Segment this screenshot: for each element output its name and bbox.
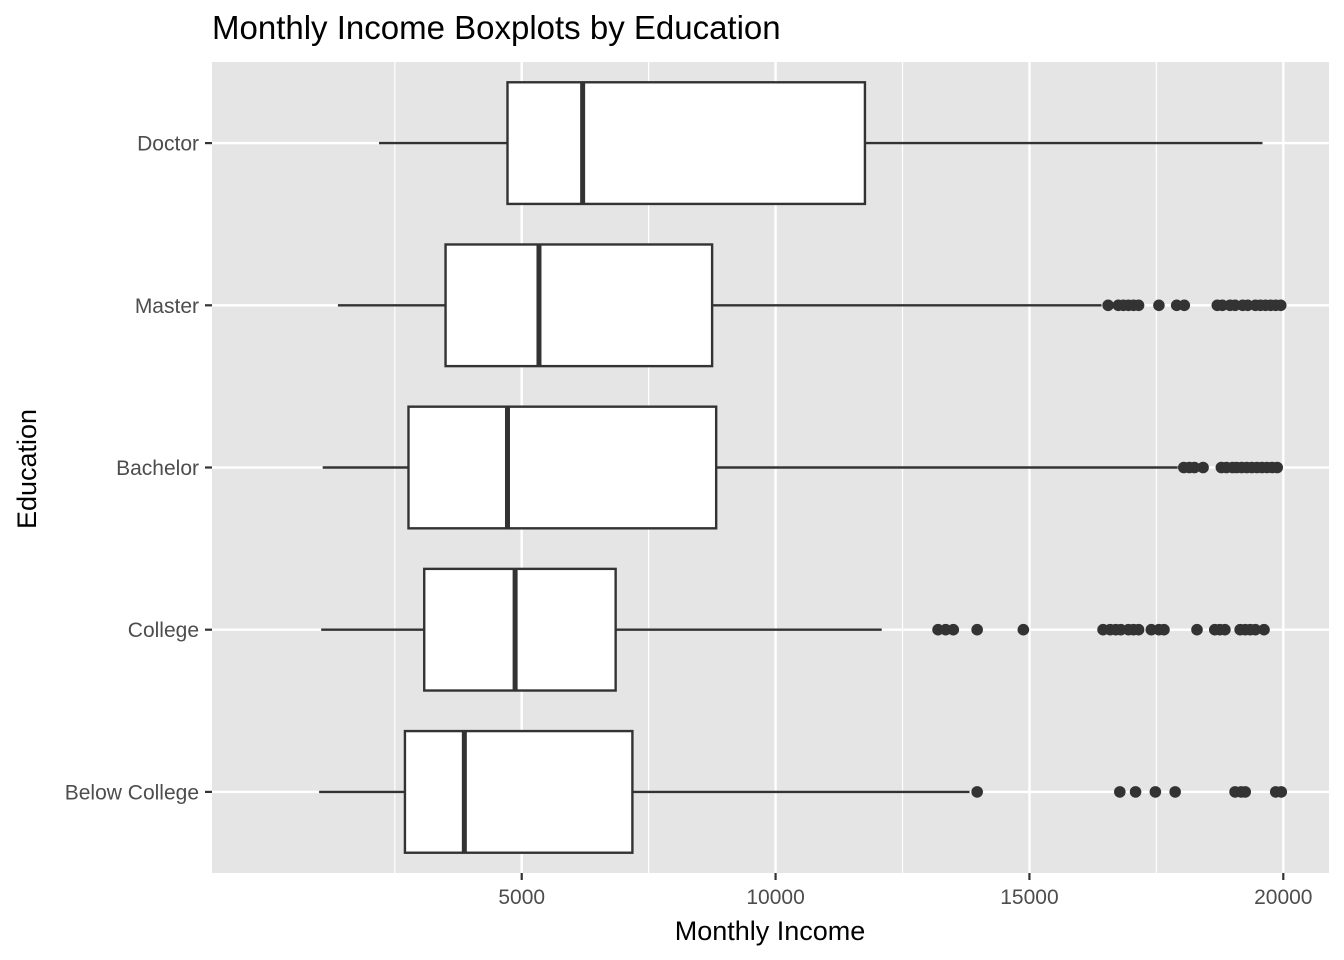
- x-tick-label: 5000: [498, 886, 545, 909]
- box-group: [321, 567, 1270, 692]
- y-tick-label: Master: [135, 295, 199, 318]
- outlier-point: [1158, 623, 1170, 636]
- outlier-point: [1178, 299, 1191, 312]
- outlier-point: [1188, 461, 1201, 474]
- outlier-point: [1114, 786, 1126, 798]
- outlier-point: [1191, 623, 1203, 636]
- outlier-point: [1169, 786, 1181, 798]
- outlier-point: [1219, 623, 1231, 636]
- x-axis: 5000 10000 15000 20000: [498, 873, 1313, 909]
- x-tick-label: 20000: [1254, 886, 1312, 909]
- outlier-point: [1017, 623, 1030, 636]
- y-tick-label: Below College: [65, 781, 199, 804]
- outlier-point: [1129, 786, 1142, 798]
- outlier-point: [1149, 786, 1162, 798]
- outlier-point: [1271, 461, 1284, 474]
- outlier-point: [971, 623, 983, 636]
- outlier-point: [1274, 299, 1287, 312]
- box-group: [379, 81, 1263, 206]
- y-tick-label: College: [128, 619, 199, 642]
- y-tick-label: Bachelor: [116, 457, 199, 480]
- y-axis-title: Education: [12, 409, 42, 529]
- outlier-point: [1197, 461, 1209, 474]
- box-group: [337, 243, 1287, 368]
- box-iqr: [407, 405, 718, 530]
- y-axis: Doctor Master Bachelor College Below College: [65, 133, 212, 804]
- outlier-point: [1102, 299, 1114, 312]
- outlier-point: [947, 623, 960, 636]
- y-tick-label: Doctor: [137, 133, 199, 156]
- outlier-point: [1258, 623, 1270, 636]
- box-iqr: [506, 81, 867, 206]
- outlier-point: [1132, 299, 1145, 312]
- outlier-point: [1249, 623, 1262, 636]
- x-tick-label: 10000: [746, 886, 804, 909]
- x-tick-label: 15000: [1000, 886, 1058, 909]
- box-iqr: [423, 567, 617, 692]
- box-iqr: [444, 243, 714, 368]
- outlier-point: [1132, 623, 1145, 636]
- outlier-point: [1275, 786, 1288, 798]
- box-group: [322, 405, 1284, 530]
- x-axis-title: Monthly Income: [675, 916, 866, 946]
- outlier-point: [1153, 299, 1165, 312]
- chart-title: Monthly Income Boxplots by Education: [212, 9, 781, 46]
- outlier-point: [971, 786, 983, 798]
- outlier-point: [1239, 786, 1252, 798]
- box-group: [319, 729, 1288, 854]
- box-iqr: [403, 729, 634, 854]
- box-layer: [319, 81, 1288, 854]
